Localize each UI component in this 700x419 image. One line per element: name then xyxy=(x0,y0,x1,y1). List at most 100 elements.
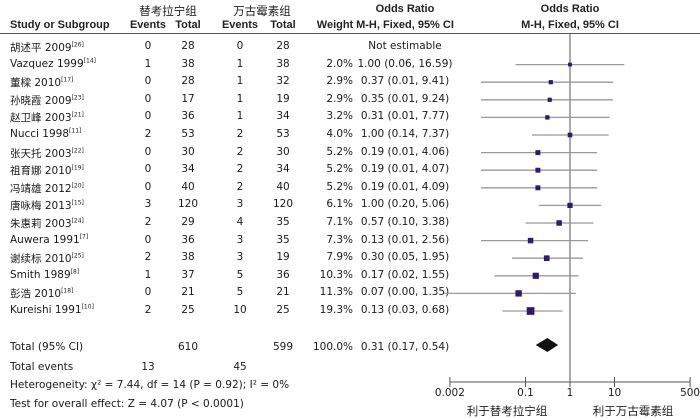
study-name: 彭浩 2010[18] xyxy=(10,286,73,301)
reference-superscript: [19] xyxy=(71,164,84,172)
study-name: 谢续标 2010[25] xyxy=(10,251,84,266)
total2-cell: 25 xyxy=(276,304,290,316)
overall-effect-text: Test for overall effect: Z = 4.07 (P < 0… xyxy=(10,398,244,410)
study-name: Auwera 1991[7] xyxy=(10,234,88,246)
study-label: Nucci 1998 xyxy=(10,128,70,140)
reference-superscript: [24] xyxy=(71,217,84,225)
total2-cell: 28 xyxy=(276,40,290,52)
events1-cell: 2 xyxy=(144,304,152,316)
point-estimate-square xyxy=(567,132,573,138)
or-ci-cell: 0.13 (0.01, 2.56) xyxy=(360,233,450,246)
total1-cell: 28 xyxy=(181,40,195,52)
events1-cell: 0 xyxy=(144,233,152,246)
total1-cell: 37 xyxy=(181,268,195,281)
or-ci-cell: 1.00 (0.14, 7.37) xyxy=(360,128,450,140)
or-method-header: M-H, Fixed, 95% CI xyxy=(356,19,454,31)
study-label: 胡述平 2009 xyxy=(10,42,72,54)
events1-cell: 1 xyxy=(144,268,152,281)
x-tick-label: 1 xyxy=(566,387,574,399)
point-estimate-square xyxy=(556,220,562,226)
total-events-e2: 45 xyxy=(233,361,247,373)
events2-column-header: Events xyxy=(221,19,259,31)
events2-cell: 1 xyxy=(236,92,244,105)
events1-cell: 0 xyxy=(144,110,152,123)
total1-column-header: Total xyxy=(175,19,201,31)
total-events-label: Total events xyxy=(10,361,74,373)
total2-cell: 34 xyxy=(276,163,290,176)
events1-cell: 3 xyxy=(144,198,152,211)
weight-cell: 6.1% xyxy=(326,198,353,211)
group1-header: 替考拉宁组 xyxy=(139,4,197,18)
or-ci-cell: 0.19 (0.01, 4.09) xyxy=(360,180,450,193)
total1-cell: 25 xyxy=(181,304,195,316)
events2-cell: 2 xyxy=(236,180,244,193)
events2-cell: 0 xyxy=(236,40,244,52)
study-name: 唐咏梅 2013[15] xyxy=(10,198,84,213)
weight-cell: 3.2% xyxy=(326,110,353,123)
study-name: Kureishi 1991[10] xyxy=(10,304,94,316)
study-name: 祖育娜 2010[19] xyxy=(10,163,84,178)
total1-cell: 34 xyxy=(181,163,195,176)
total-t2: 599 xyxy=(272,341,294,353)
reference-superscript: [20] xyxy=(71,182,84,190)
events2-cell: 3 xyxy=(236,251,244,264)
total2-cell: 35 xyxy=(276,233,290,246)
weight-cell: 7.1% xyxy=(326,216,353,228)
study-label: 彭浩 2010 xyxy=(10,288,62,301)
heterogeneity-text: Heterogeneity: χ² = 7.44, df = 14 (P = 0… xyxy=(10,379,290,391)
reference-superscript: [8] xyxy=(70,268,80,276)
total1-cell: 29 xyxy=(181,216,195,228)
or-ci-cell: 0.35 (0.01, 9.24) xyxy=(360,92,450,105)
total2-cell: 32 xyxy=(276,75,290,88)
plot-title-header: Odds Ratio xyxy=(540,3,600,15)
or-ci-cell: 0.17 (0.02, 1.55) xyxy=(360,268,450,281)
plot-method-header: M-H, Fixed, 95% CI xyxy=(521,19,619,31)
events2-cell: 1 xyxy=(236,110,244,123)
total2-cell: 30 xyxy=(276,145,290,158)
total2-cell: 19 xyxy=(276,251,290,264)
point-estimate-square xyxy=(535,150,541,156)
point-estimate-square xyxy=(532,272,539,279)
weight-cell: 10.3% xyxy=(319,268,353,281)
weight-cell: 2.9% xyxy=(326,92,353,105)
study-label: 赵卫峰 2003 xyxy=(10,112,72,125)
reference-superscript: [15] xyxy=(71,199,84,207)
or-ci-cell: 0.57 (0.10, 3.38) xyxy=(360,216,450,228)
point-estimate-square xyxy=(527,237,534,244)
total1-cell: 21 xyxy=(181,286,195,299)
point-estimate-square xyxy=(526,307,535,315)
events2-cell: 2 xyxy=(236,145,244,158)
summary-diamond xyxy=(535,338,559,352)
events1-cell: 0 xyxy=(144,286,152,299)
total2-cell: 40 xyxy=(276,180,290,193)
reference-superscript: [23] xyxy=(71,94,84,102)
or-ci-cell: 0.13 (0.03, 0.68) xyxy=(360,304,450,316)
weight-cell: 7.9% xyxy=(326,251,353,264)
reference-superscript: [11] xyxy=(69,127,82,135)
weight-cell: 5.2% xyxy=(326,180,353,193)
favours-right-label: 利于万古霉素组 xyxy=(592,404,674,418)
events2-cell: 3 xyxy=(236,198,244,211)
or-ci-cell: 0.19 (0.01, 4.06) xyxy=(360,145,450,158)
total1-cell: 28 xyxy=(181,75,195,88)
point-estimate-square xyxy=(548,80,553,85)
header-divider xyxy=(0,33,700,34)
events1-cell: 2 xyxy=(144,251,152,264)
reference-superscript: [21] xyxy=(71,111,84,119)
total1-cell: 38 xyxy=(181,251,195,264)
study-name: 冯靖雄 2012[20] xyxy=(10,181,84,196)
total2-cell: 36 xyxy=(276,268,290,281)
total1-cell: 36 xyxy=(181,233,195,246)
weight-cell: 5.2% xyxy=(326,163,353,176)
x-tick-label: 0.002 xyxy=(434,387,465,399)
events1-cell: 0 xyxy=(144,40,152,52)
study-label: Vazquez 1999 xyxy=(10,57,84,70)
reference-superscript: [26] xyxy=(71,41,84,49)
reference-superscript: [18] xyxy=(61,287,74,295)
events1-cell: 0 xyxy=(144,92,152,105)
weight-column-header: Weight xyxy=(316,19,354,31)
total-events-e1: 13 xyxy=(141,361,155,373)
total2-cell: 21 xyxy=(276,286,290,299)
x-tick-label: 500 xyxy=(680,387,700,399)
